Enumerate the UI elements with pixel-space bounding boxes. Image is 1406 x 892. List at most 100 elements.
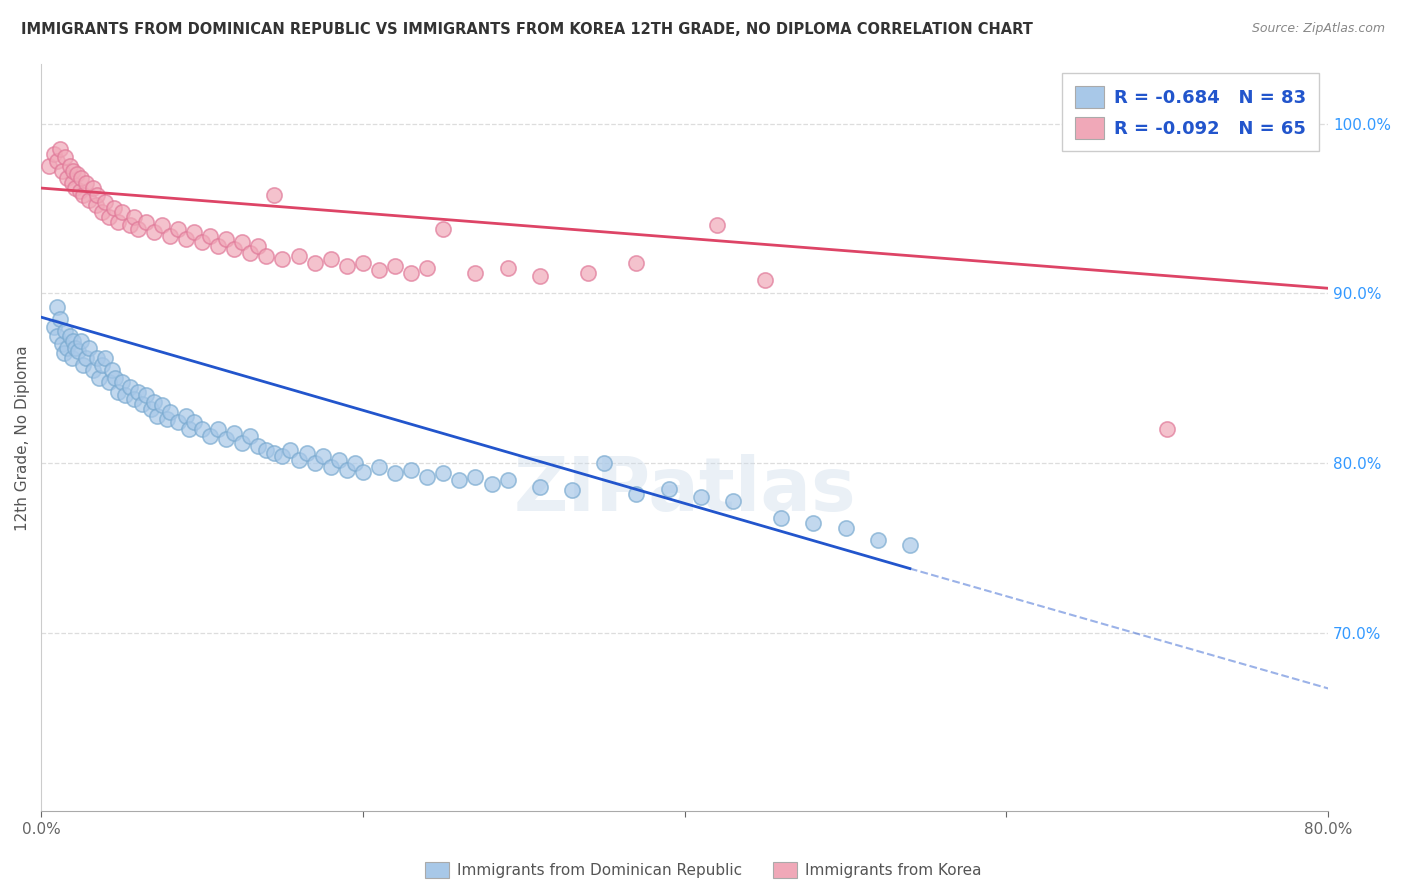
Point <box>65 168 87 182</box>
Point <box>63 341 86 355</box>
Point <box>84 198 107 212</box>
Point <box>107 215 129 229</box>
Point <box>42 320 65 334</box>
Point <box>352 256 374 270</box>
Point <box>97 210 120 224</box>
Point <box>304 456 326 470</box>
Point <box>593 456 616 470</box>
Point <box>287 453 309 467</box>
Point <box>166 222 188 236</box>
Point <box>1156 422 1178 436</box>
Point <box>368 262 391 277</box>
Point <box>311 450 333 464</box>
Point <box>94 351 117 365</box>
Point <box>63 181 86 195</box>
Point <box>114 388 136 402</box>
Point <box>271 450 294 464</box>
Point <box>224 425 246 440</box>
Point <box>207 239 229 253</box>
Point <box>53 324 76 338</box>
Point <box>101 363 124 377</box>
Point <box>689 490 711 504</box>
Point <box>384 467 406 481</box>
Point <box>110 204 132 219</box>
Point <box>56 341 79 355</box>
Point <box>183 225 205 239</box>
Point <box>328 453 350 467</box>
Point <box>60 351 83 365</box>
Point <box>183 416 205 430</box>
Point <box>142 395 165 409</box>
Point <box>464 266 486 280</box>
Point <box>86 351 108 365</box>
Point <box>70 334 93 348</box>
Point <box>561 483 583 498</box>
Point <box>59 159 82 173</box>
Point <box>51 337 73 351</box>
Point <box>254 442 277 457</box>
Point <box>898 538 921 552</box>
Point <box>60 176 83 190</box>
Point <box>49 311 72 326</box>
Point <box>135 388 157 402</box>
Point <box>94 194 117 209</box>
Point <box>295 446 318 460</box>
Point <box>576 266 599 280</box>
Point <box>146 409 169 423</box>
Point <box>215 232 238 246</box>
Point <box>104 371 127 385</box>
Point <box>263 446 285 460</box>
Point <box>432 222 454 236</box>
Point <box>166 416 188 430</box>
Point <box>155 412 177 426</box>
Point <box>97 375 120 389</box>
Point <box>231 235 253 250</box>
Point <box>49 142 72 156</box>
Point <box>124 210 146 224</box>
Point <box>72 187 94 202</box>
Point <box>247 239 270 253</box>
Point <box>319 252 342 267</box>
Point <box>103 202 125 216</box>
Point <box>207 422 229 436</box>
Point <box>67 344 90 359</box>
Point <box>150 219 173 233</box>
Point <box>529 269 551 284</box>
Legend: R = -0.684   N = 83, R = -0.092   N = 65: R = -0.684 N = 83, R = -0.092 N = 65 <box>1062 73 1319 152</box>
Point <box>834 521 856 535</box>
Legend: Immigrants from Dominican Republic, Immigrants from Korea: Immigrants from Dominican Republic, Immi… <box>419 856 987 884</box>
Text: Source: ZipAtlas.com: Source: ZipAtlas.com <box>1251 22 1385 36</box>
Point <box>69 185 91 199</box>
Point <box>224 242 246 256</box>
Point <box>352 465 374 479</box>
Point <box>416 260 439 275</box>
Point <box>770 510 793 524</box>
Point <box>280 442 302 457</box>
Point <box>368 459 391 474</box>
Point <box>263 187 285 202</box>
Point <box>142 225 165 239</box>
Point <box>231 435 253 450</box>
Point <box>86 187 108 202</box>
Point <box>131 397 153 411</box>
Point <box>70 170 93 185</box>
Point <box>91 358 114 372</box>
Point <box>247 439 270 453</box>
Point <box>336 463 359 477</box>
Point <box>399 266 422 280</box>
Point <box>706 219 728 233</box>
Point <box>239 245 262 260</box>
Point <box>319 459 342 474</box>
Point <box>42 147 65 161</box>
Point <box>287 249 309 263</box>
Y-axis label: 12th Grade, No Diploma: 12th Grade, No Diploma <box>15 345 30 531</box>
Point <box>239 429 262 443</box>
Point <box>384 259 406 273</box>
Point <box>91 204 114 219</box>
Point <box>46 153 69 168</box>
Point <box>271 252 294 267</box>
Point <box>721 493 744 508</box>
Text: ZIPatlas: ZIPatlas <box>513 453 856 526</box>
Point <box>51 164 73 178</box>
Point <box>107 384 129 399</box>
